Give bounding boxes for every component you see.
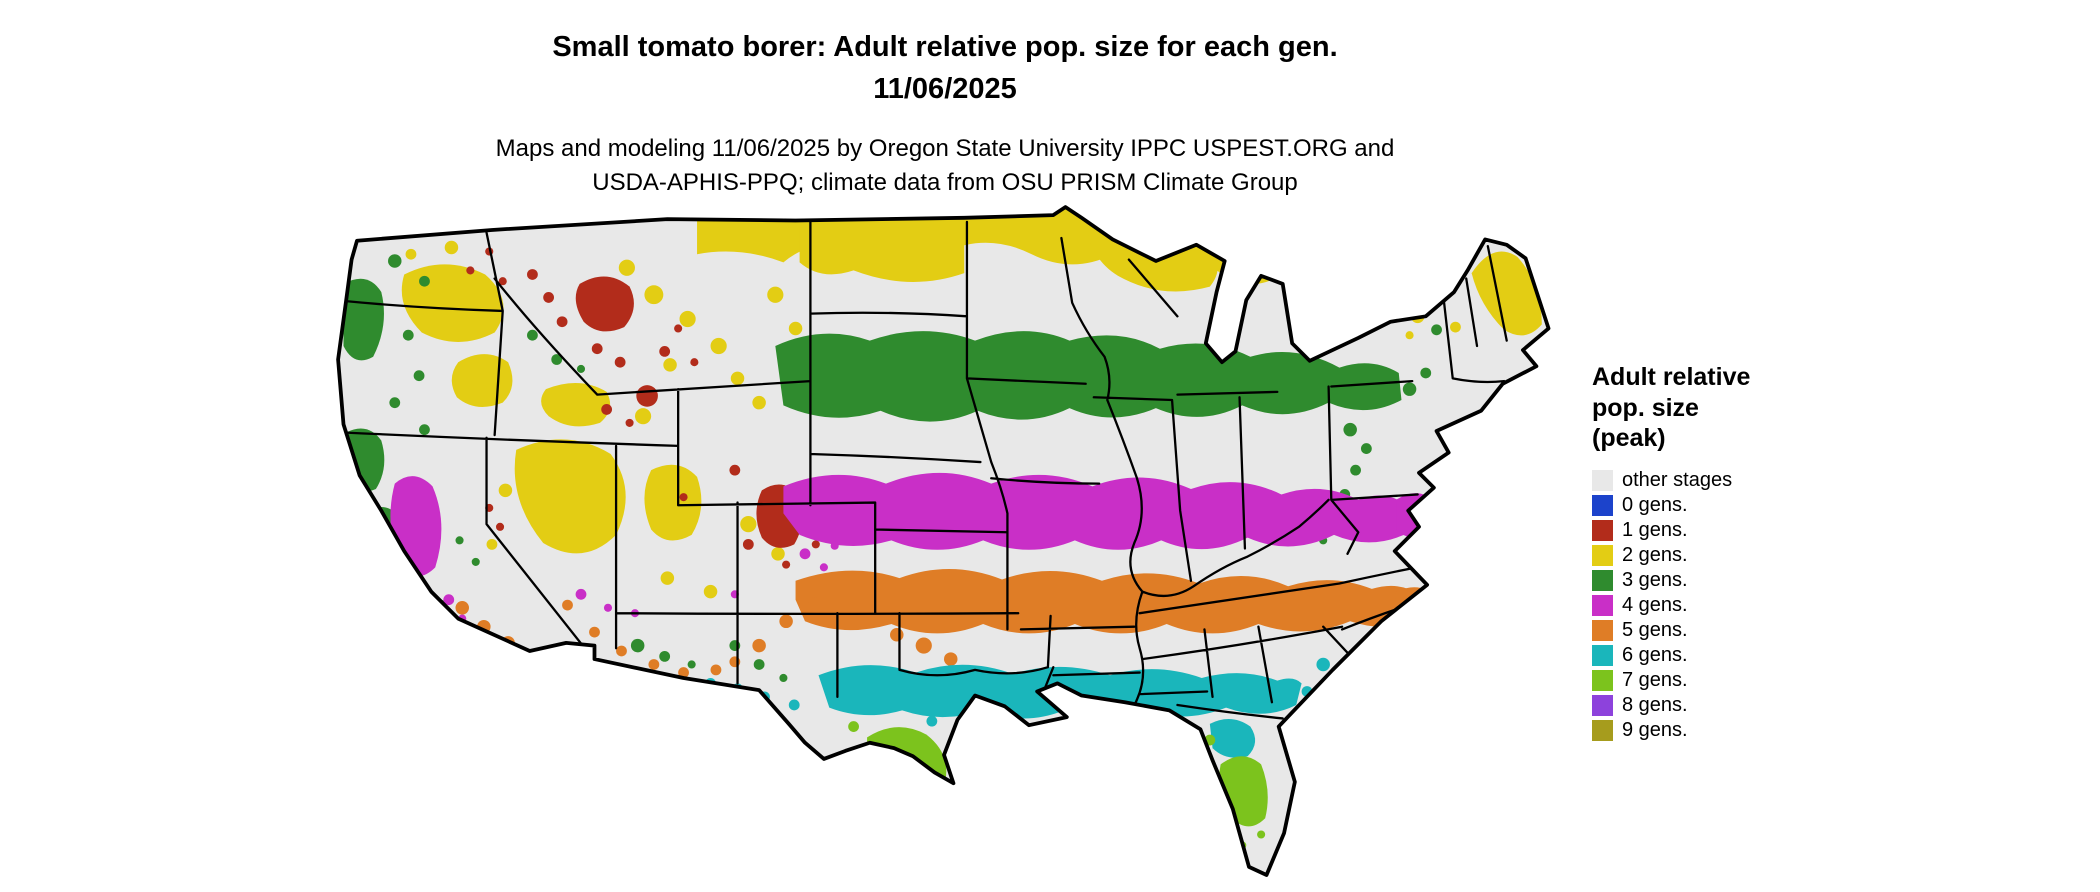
header: Small tomato borer: Adult relative pop. … xyxy=(0,0,1890,199)
legend-entries: other stages 0 gens. 1 gens. 2 gens. 3 g… xyxy=(1592,468,1872,743)
legend-swatch-7-gens xyxy=(1592,669,1613,691)
legend-title-line2: pop. size xyxy=(1592,393,1699,422)
legend-label-7-gens: 7 gens. xyxy=(1622,668,1688,691)
state-borders xyxy=(338,218,1508,728)
legend-label-0-gens: 0 gens. xyxy=(1622,493,1688,516)
legend-swatch-other-stages xyxy=(1592,469,1613,491)
legend-swatch-8-gens xyxy=(1592,694,1613,716)
legend-entry-2-gens: 2 gens. xyxy=(1592,543,1872,568)
legend-label-1-gens: 1 gens. xyxy=(1622,518,1688,541)
legend-entry-1-gens: 1 gens. xyxy=(1592,518,1872,543)
generation-bands xyxy=(338,208,1542,875)
legend-label-4-gens: 4 gens. xyxy=(1622,593,1688,616)
map-subtitle-line2: USDA-APHIS-PPQ; climate data from OSU PR… xyxy=(592,168,1298,196)
legend-title: Adult relative pop. size (peak) xyxy=(1592,362,1872,454)
legend-swatch-5-gens xyxy=(1592,619,1613,641)
legend-entry-7-gens: 7 gens. xyxy=(1592,668,1872,693)
legend-swatch-6-gens xyxy=(1592,644,1613,666)
legend-label-5-gens: 5 gens. xyxy=(1622,618,1688,641)
legend-swatch-9-gens xyxy=(1592,719,1613,741)
legend-entry-8-gens: 8 gens. xyxy=(1592,693,1872,718)
band-1-gens-region xyxy=(466,247,820,569)
legend-swatch-2-gens xyxy=(1592,544,1613,566)
legend-swatch-0-gens xyxy=(1592,494,1613,516)
legend-label-6-gens: 6 gens. xyxy=(1622,643,1688,666)
legend-label-3-gens: 3 gens. xyxy=(1622,568,1688,591)
legend-label-9-gens: 9 gens. xyxy=(1622,718,1688,741)
legend-entry-4-gens: 4 gens. xyxy=(1592,593,1872,618)
legend-entry-3-gens: 3 gens. xyxy=(1592,568,1872,593)
legend-swatch-4-gens xyxy=(1592,594,1613,616)
legend-entry-5-gens: 5 gens. xyxy=(1592,618,1872,643)
map-title-date: 11/06/2025 xyxy=(873,73,1017,106)
legend-label-other-stages: other stages xyxy=(1622,468,1733,491)
legend-title-line1: Adult relative xyxy=(1592,363,1751,391)
map-subtitle-line1: Maps and modeling 11/06/2025 by Oregon S… xyxy=(495,135,1395,163)
us-generations-map xyxy=(336,205,1551,877)
map-title-line1: Small tomato borer: Adult relative pop. … xyxy=(552,31,1338,63)
legend-label-2-gens: 2 gens. xyxy=(1622,543,1688,566)
legend-swatch-3-gens xyxy=(1592,569,1613,591)
legend-entry-6-gens: 6 gens. xyxy=(1592,643,1872,668)
legend-entry-other-stages: other stages xyxy=(1592,468,1872,493)
map-container xyxy=(330,200,1558,882)
legend-label-8-gens: 8 gens. xyxy=(1622,693,1688,716)
band-5-gens-region xyxy=(455,568,1441,678)
legend: Adult relative pop. size (peak) other st… xyxy=(1592,362,1872,743)
legend-entry-0-gens: 0 gens. xyxy=(1592,493,1872,518)
legend-title-line3: (peak) xyxy=(1592,424,1666,452)
legend-entry-9-gens: 9 gens. xyxy=(1592,718,1872,743)
legend-swatch-1-gens xyxy=(1592,519,1613,541)
